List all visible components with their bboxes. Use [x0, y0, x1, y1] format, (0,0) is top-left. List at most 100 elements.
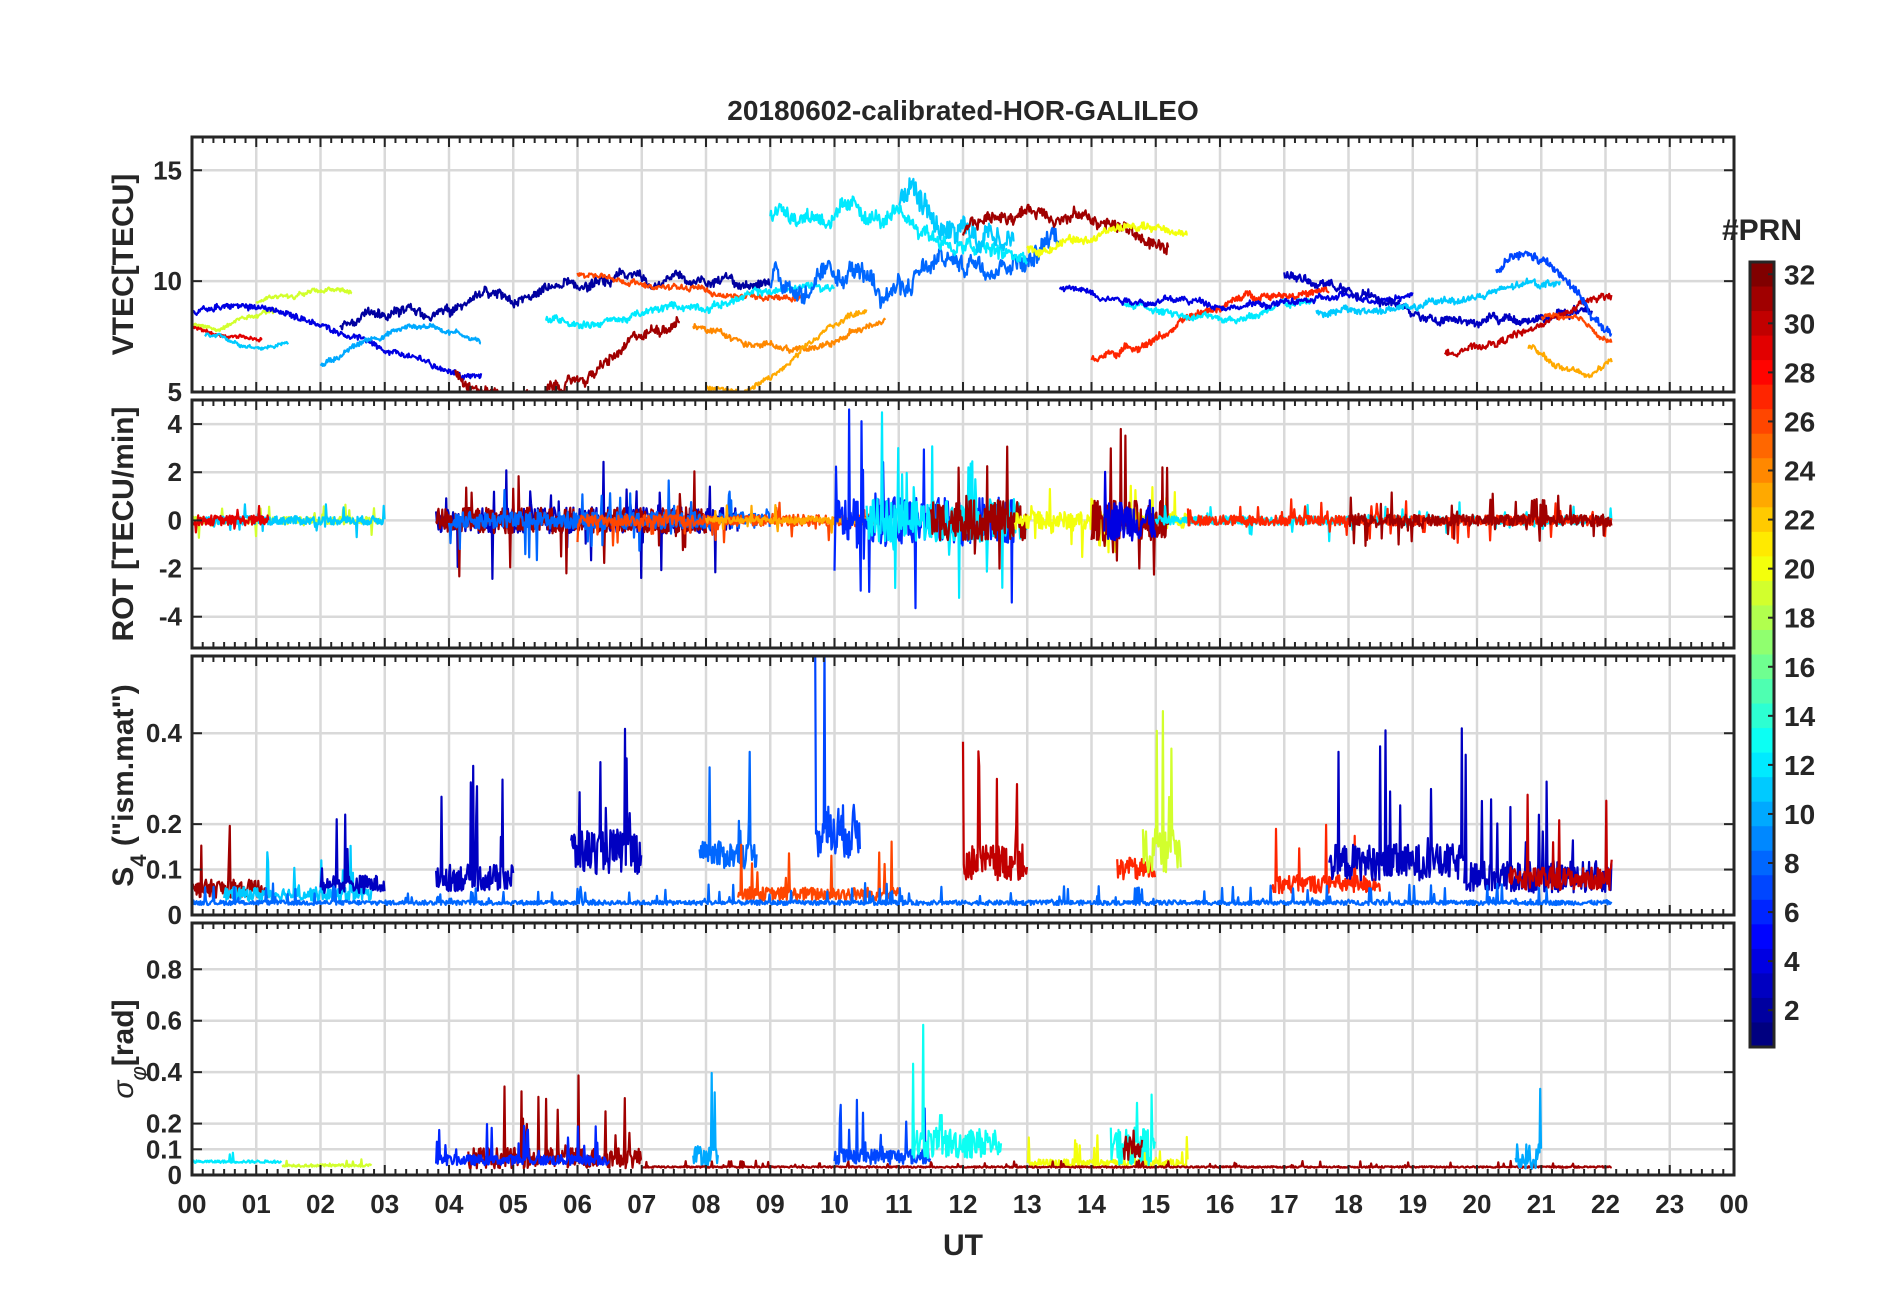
series-line-prn-26	[576, 272, 803, 303]
series-line-prn-30	[1508, 793, 1613, 892]
series-line-prn-6	[435, 1122, 611, 1167]
x-tick-label: 18	[1334, 1189, 1363, 1219]
colorbar-swatch	[1750, 433, 1774, 459]
series-line-prn-31	[454, 316, 681, 392]
colorbar-tick-label: 30	[1784, 308, 1815, 339]
y-axis-title: S4 ("ism.mat")	[107, 684, 151, 886]
x-tick-label: 22	[1591, 1189, 1620, 1219]
series-line-prn-10	[319, 322, 482, 367]
colorbar-tick-label: 12	[1784, 750, 1815, 781]
y-tick-label: 0.2	[146, 1109, 182, 1139]
colorbar-swatch	[1750, 924, 1774, 950]
series-line-prn-11	[898, 177, 1015, 254]
x-tick-label: 05	[499, 1189, 528, 1219]
y-tick-label: 2	[168, 457, 182, 487]
y-axis-title: VTEC[TECU]	[107, 174, 140, 356]
series-line-prn-8	[192, 881, 1613, 907]
series-line-prn-4	[192, 302, 483, 381]
series-line-prn-12	[769, 195, 1029, 265]
x-axis-title: UT	[943, 1229, 983, 1262]
series-line-prn-26	[1540, 312, 1613, 344]
colorbar-tick-label: 14	[1784, 701, 1816, 732]
y-tick-label: 0.8	[146, 954, 182, 984]
series-line-prn-31	[467, 1074, 643, 1170]
x-tick-label: 16	[1206, 1189, 1235, 1219]
series-line-prn-7	[1495, 250, 1613, 337]
chart-title: 20180602-calibrated-HOR-GALILEO	[727, 95, 1199, 126]
series-line-prn-11	[204, 332, 290, 351]
series-line-prn-23	[1527, 344, 1613, 379]
y-tick-label: 0.1	[146, 855, 182, 885]
x-tick-label: 14	[1077, 1189, 1106, 1219]
series-line-prn-23	[704, 504, 868, 534]
series-line-prn-3	[1328, 727, 1465, 882]
colorbar-swatch	[1750, 286, 1774, 312]
colorbar-swatch	[1750, 728, 1774, 754]
series-line-prn-29	[192, 504, 270, 534]
series-line-prn-20	[1026, 221, 1188, 258]
series-group	[192, 177, 1613, 392]
colorbar-tick-label: 10	[1784, 799, 1815, 830]
series-line-prn-31	[192, 824, 270, 899]
series-line-prn-19	[1141, 709, 1182, 874]
series-line-prn-13	[911, 1023, 1003, 1160]
x-tick-label: 03	[370, 1189, 399, 1219]
colorbar-tick-label: 4	[1784, 946, 1800, 977]
series-line-prn-31	[1122, 1129, 1144, 1161]
series-line-prn-24	[692, 317, 887, 354]
y-tick-label: 0	[168, 1160, 182, 1190]
series-line-prn-23	[705, 309, 868, 392]
colorbar-swatch	[1750, 482, 1774, 508]
x-tick-label: 06	[563, 1189, 592, 1219]
y-tick-label: 0	[168, 505, 182, 535]
series-line-prn-19	[255, 286, 353, 304]
series-line-prn-31	[961, 203, 1170, 256]
x-tick-label: 17	[1270, 1189, 1299, 1219]
colorbar-tick-label: 20	[1784, 554, 1815, 585]
y-tick-label: -4	[159, 602, 183, 632]
series-line-prn-6	[833, 408, 1016, 610]
series-line-prn-11	[223, 844, 373, 903]
y-tick-label: -2	[159, 554, 182, 584]
x-tick-label: 04	[435, 1189, 464, 1219]
series-line-prn-20	[1026, 1134, 1189, 1169]
series-line-prn-27	[1270, 823, 1382, 895]
series-line-prn-10	[692, 1071, 719, 1167]
y-tick-label: 0.4	[146, 1057, 183, 1087]
colorbar-tick-label: 6	[1784, 897, 1800, 928]
colorbar-tick-label: 24	[1784, 456, 1816, 487]
series-line-prn-31	[1348, 491, 1613, 548]
colorbar-tick-label: 28	[1784, 357, 1815, 388]
x-tick-label: 00	[1720, 1189, 1749, 1219]
series-group	[192, 656, 1613, 907]
colorbar-swatch	[1750, 384, 1774, 410]
x-tick-label: 12	[949, 1189, 978, 1219]
series-line-prn-19	[192, 308, 277, 333]
colorbar-swatch	[1750, 531, 1774, 557]
y-tick-label: 5	[168, 377, 182, 407]
colorbar-frame	[1748, 260, 1776, 1049]
x-tick-label: 21	[1527, 1189, 1556, 1219]
series-line-prn-3	[319, 813, 386, 895]
colorbar-tick-label: 8	[1784, 848, 1800, 879]
series-group	[192, 1023, 1613, 1171]
series-line-prn-13	[1109, 1093, 1157, 1167]
x-tick-label: 01	[242, 1189, 271, 1219]
series-line-prn-26	[737, 840, 900, 902]
x-tick-label: 07	[627, 1189, 656, 1219]
y-tick-label: 0.6	[146, 1006, 182, 1036]
y-axis-title: ROT [TECU/min]	[107, 407, 140, 642]
series-line-prn-12	[192, 1151, 283, 1165]
series-line-prn-4	[1103, 470, 1157, 542]
panel-1: 5 10 15 VTEC[TECU]	[107, 135, 1736, 407]
series-line-prn-30	[961, 741, 1029, 882]
y-tick-label: 0.4	[146, 718, 183, 748]
x-tick-label: 19	[1398, 1189, 1427, 1219]
y-tick-label: 4	[168, 409, 183, 439]
colorbar-swatch	[1750, 679, 1774, 705]
colorbar-tick-label: 32	[1784, 259, 1815, 290]
y-tick-label: 0.2	[146, 809, 182, 839]
